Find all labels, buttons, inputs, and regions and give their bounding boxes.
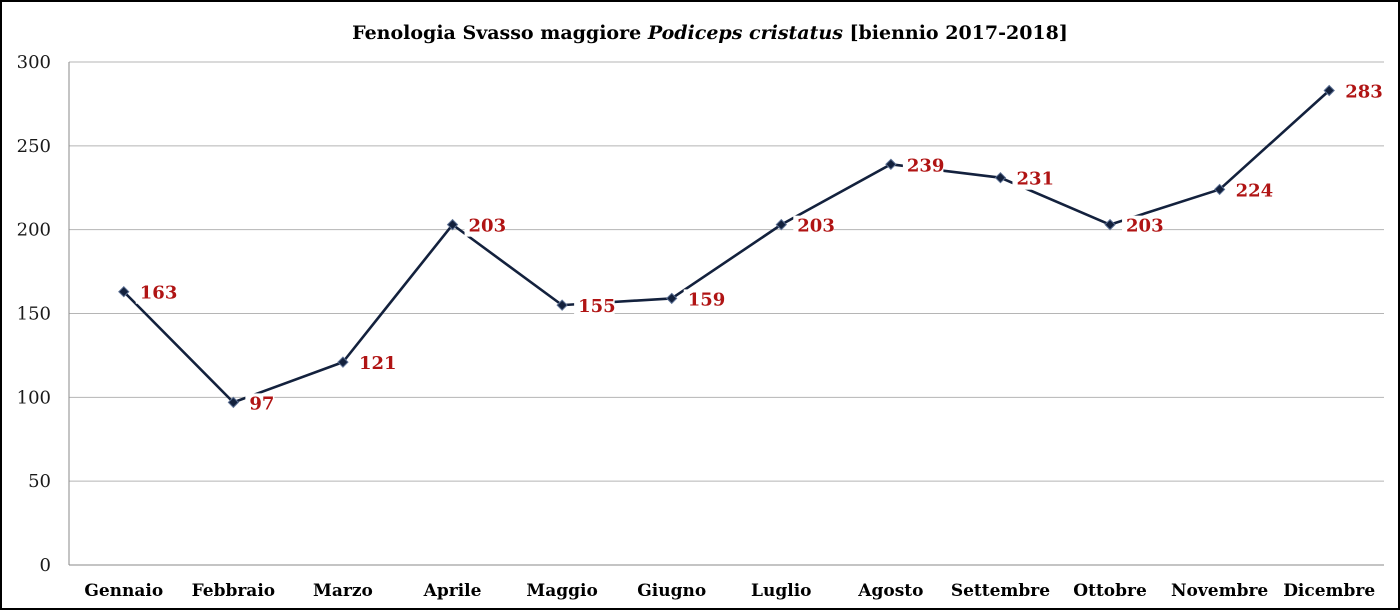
data-label: 239	[907, 155, 945, 176]
x-tick-label: Maggio	[526, 581, 597, 601]
y-tick-label: 50	[28, 471, 51, 492]
x-tick-label: Febbraio	[192, 581, 276, 601]
data-label: 231	[1016, 169, 1054, 190]
x-tick-label: Gennaio	[84, 581, 163, 601]
data-label-bg	[1122, 215, 1163, 237]
data-label-bg	[1012, 168, 1053, 190]
data-label: 163	[140, 283, 178, 304]
data-label-bg	[354, 353, 396, 375]
chart-title-prefix: Fenologia Svasso maggiore	[352, 22, 648, 44]
data-label: 121	[359, 353, 397, 374]
data-point	[1213, 183, 1226, 196]
data-point	[666, 292, 678, 305]
data-point	[337, 356, 349, 368]
x-tick-label: Novembre	[1171, 581, 1268, 601]
y-tick-label: 100	[17, 387, 51, 408]
x-tick-label: Aprile	[423, 581, 482, 601]
data-point	[118, 285, 130, 298]
x-tick-label: Settembre	[951, 581, 1050, 601]
data-label: 224	[1236, 180, 1274, 201]
series-line	[118, 84, 1335, 409]
chart-title: Fenologia Svasso maggiore Podiceps crist…	[352, 22, 1068, 44]
data-point	[446, 218, 459, 231]
data-label-bg	[1231, 180, 1273, 202]
data-label: 203	[797, 216, 835, 237]
data-point	[556, 299, 568, 311]
x-axis: Gennaio Febbraio Marzo Aprile Maggio Giugno Lu…	[69, 564, 1384, 601]
data-point	[885, 158, 897, 170]
data-point	[994, 171, 1007, 184]
x-tick-label: Dicembre	[1283, 581, 1375, 601]
chart-title-suffix: [biennio 2017-2018]	[843, 22, 1068, 44]
data-label: 97	[249, 393, 274, 414]
data-point	[227, 396, 240, 409]
x-tick-label: Giugno	[637, 581, 706, 601]
data-label-bg	[574, 296, 615, 318]
data-point	[1104, 218, 1116, 231]
y-tick-label: 300	[17, 52, 51, 73]
data-label: 155	[578, 296, 616, 317]
data-label-bg	[464, 215, 506, 237]
y-tick-label: 0	[40, 555, 51, 576]
data-point	[1323, 84, 1335, 97]
y-axis: 0 50 100 150 200 250 300	[17, 52, 70, 576]
y-tick-label: 200	[17, 220, 51, 241]
data-label-bg	[135, 282, 177, 304]
data-point	[775, 218, 787, 231]
data-label-bg	[902, 155, 944, 177]
y-tick-label: 150	[17, 304, 51, 325]
gridlines	[69, 61, 1384, 482]
data-label: 203	[469, 216, 507, 237]
data-labels: 163 97 121 203 155 159 203 239 231 203 224 283	[135, 81, 1383, 415]
data-label: 203	[1126, 216, 1164, 237]
data-label-bg	[793, 215, 834, 237]
x-tick-label: Ottobre	[1073, 581, 1147, 601]
x-tick-label: Marzo	[313, 581, 373, 601]
y-tick-label: 250	[17, 136, 51, 157]
data-label: 283	[1345, 82, 1383, 103]
data-label-bg	[1341, 81, 1382, 103]
x-tick-label: Agosto	[857, 581, 923, 601]
series-path	[122, 89, 1331, 404]
data-label-bg	[245, 393, 275, 415]
data-label-bg	[683, 289, 725, 311]
data-label: 159	[688, 289, 726, 310]
chart-title-species: Podiceps cristatus	[647, 22, 843, 44]
x-tick-label: Luglio	[751, 581, 811, 601]
